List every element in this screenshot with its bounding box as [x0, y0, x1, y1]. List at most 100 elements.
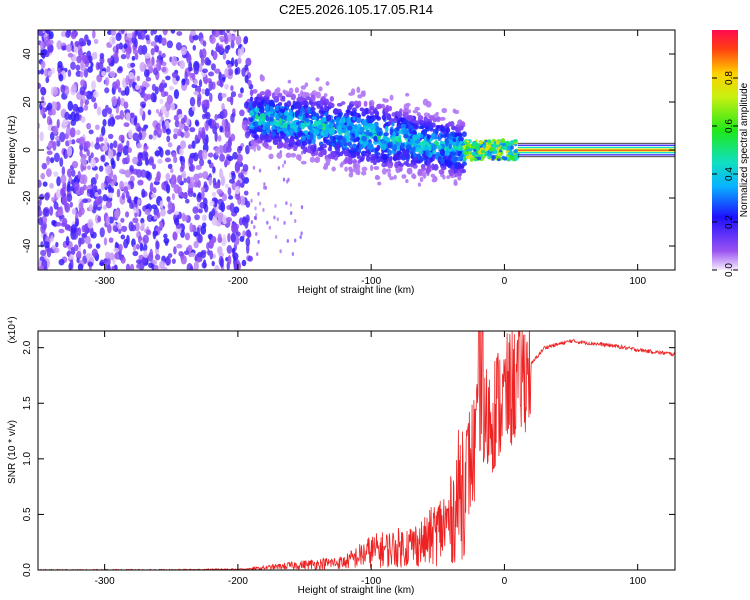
- heatmap-cell: [134, 115, 138, 124]
- heatmap-cell: [372, 108, 378, 114]
- heatmap-cell: [49, 205, 54, 216]
- heatmap-cell: [80, 79, 86, 87]
- heatmap-cell: [432, 176, 438, 182]
- heatmap-cell: [245, 145, 250, 155]
- heatmap-cell: [93, 185, 98, 193]
- heatmap-cell: [192, 34, 199, 41]
- heatmap-cell: [509, 156, 515, 161]
- heatmap-cell: [93, 90, 99, 98]
- heatmap-cell: [70, 139, 76, 145]
- heatmap-cell: [492, 147, 497, 152]
- heatmap-cell: [144, 208, 151, 216]
- heatmap-cell: [211, 191, 217, 197]
- heatmap-cell: [453, 181, 458, 186]
- heatmap-cell: [222, 52, 227, 60]
- heatmap-cell: [404, 151, 410, 159]
- heatmap-cell: [160, 208, 166, 217]
- heatmap-cell: [255, 232, 258, 237]
- heatmap-cell: [445, 149, 450, 156]
- heatmap-cell: [505, 142, 509, 146]
- heatmap-cell: [112, 53, 119, 58]
- heatmap-cell: [260, 116, 266, 123]
- heatmap-cell: [495, 140, 500, 145]
- heatmap-cell: [202, 138, 208, 145]
- snr-xlabel: Height of straight line (km): [298, 585, 415, 596]
- heatmap-cell: [117, 222, 122, 230]
- heatmap-cell: [53, 201, 59, 210]
- heatmap-cell: [350, 152, 357, 159]
- heatmap-cell: [127, 147, 132, 154]
- heatmap-cell: [276, 217, 279, 222]
- heatmap-cell: [303, 104, 309, 109]
- heatmap-cell: [75, 64, 81, 71]
- heatmap-cell: [419, 176, 424, 183]
- heatmap-cell: [127, 184, 131, 191]
- heatmap-cell: [46, 247, 52, 258]
- heatmap-cell: [208, 176, 212, 186]
- heatmap-cell: [388, 156, 393, 162]
- heatmap-cell: [294, 238, 297, 243]
- heatmap-cell: [65, 43, 72, 53]
- heatmap-cell: [237, 57, 242, 64]
- heatmap-cell: [475, 147, 480, 151]
- heatmap-cell: [167, 142, 173, 148]
- heatmap-cell: [341, 128, 347, 134]
- heatmap-cell: [323, 98, 330, 104]
- heatmap-cell: [219, 30, 226, 36]
- heatmap-cell: [123, 122, 130, 128]
- heatmap-cell: [220, 201, 226, 213]
- heatmap-cell: [286, 179, 289, 184]
- heatmap-cell: [311, 116, 318, 120]
- heatmap-cell: [300, 122, 306, 130]
- heatmap-cell: [177, 186, 183, 196]
- heatmap-cell: [239, 109, 245, 117]
- heatmap-cell: [430, 132, 437, 140]
- heatmap-cell: [217, 45, 223, 53]
- heatmap-cell: [328, 102, 333, 107]
- heatmap-cell: [340, 116, 346, 124]
- heatmap-cell: [226, 245, 233, 254]
- heatmap-cell: [120, 30, 125, 35]
- heatmap-cell: [71, 208, 77, 215]
- heatmap-cell: [233, 206, 240, 214]
- heatmap-cell: [73, 244, 79, 252]
- heatmap-cell: [110, 30, 117, 36]
- heatmap-cell: [116, 154, 120, 162]
- heatmap-cell: [139, 242, 144, 252]
- heatmap-cell: [265, 121, 271, 129]
- heatmap-cell: [256, 145, 261, 151]
- heatmap-cell: [111, 266, 115, 270]
- heatmap-cell: [259, 75, 265, 82]
- heatmap-cell: [68, 139, 72, 145]
- heatmap-cell: [231, 247, 236, 254]
- heatmap-cell: [46, 150, 53, 156]
- heatmap-cell: [301, 91, 308, 98]
- heatmap-cell: [182, 214, 188, 222]
- heatmap-cell: [286, 100, 292, 108]
- heatmap-cell: [253, 225, 256, 230]
- heatmap-cell: [233, 260, 239, 270]
- heatmap-cell: [348, 172, 354, 178]
- heatmap-cell: [67, 100, 74, 111]
- heatmap-cell: [294, 219, 297, 224]
- heatmap-cell: [120, 256, 126, 264]
- y-tick-label: 0.5: [22, 507, 33, 521]
- heatmap-cell: [269, 116, 274, 122]
- heatmap-cell: [323, 105, 329, 112]
- heatmap-cell: [271, 92, 276, 99]
- heatmap-cell: [180, 229, 185, 238]
- heatmap-cell: [438, 169, 445, 175]
- heatmap-cell: [239, 235, 245, 243]
- heatmap-cell: [56, 40, 63, 50]
- heatmap-cell: [217, 212, 224, 223]
- heatmap-cell: [91, 51, 98, 60]
- heatmap-cell: [113, 247, 120, 253]
- heatmap-cell: [369, 105, 374, 111]
- heatmap-cell: [180, 255, 187, 265]
- heatmap-cell: [163, 91, 169, 97]
- heatmap-cell: [162, 266, 168, 270]
- heatmap-cell: [389, 176, 395, 181]
- heatmap-cell: [211, 260, 215, 267]
- heatmap-cell: [188, 61, 193, 72]
- heatmap-cell: [193, 90, 200, 96]
